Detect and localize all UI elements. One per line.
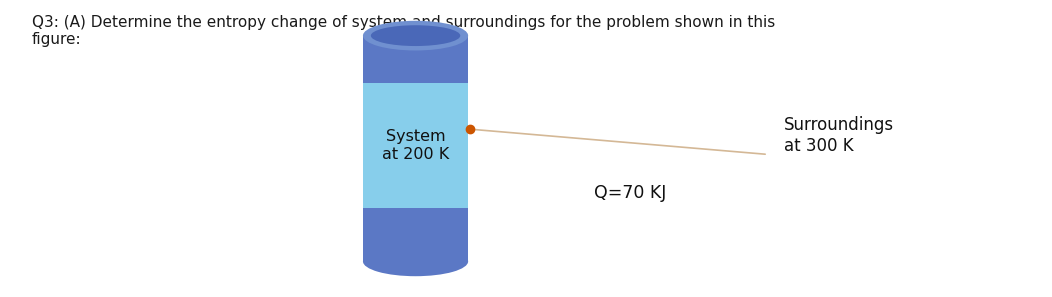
Ellipse shape xyxy=(363,21,468,50)
Text: Q3: (A) Determine the entropy change of system and surroundings for the problem : Q3: (A) Determine the entropy change of … xyxy=(32,15,775,47)
Text: Surroundings
at 300 K: Surroundings at 300 K xyxy=(784,116,894,154)
Ellipse shape xyxy=(363,247,468,276)
Bar xyxy=(363,83,468,208)
Ellipse shape xyxy=(371,25,461,46)
Text: Q=70 KJ: Q=70 KJ xyxy=(594,184,667,202)
Text: System
at 200 K: System at 200 K xyxy=(382,129,449,162)
Bar xyxy=(363,36,468,261)
